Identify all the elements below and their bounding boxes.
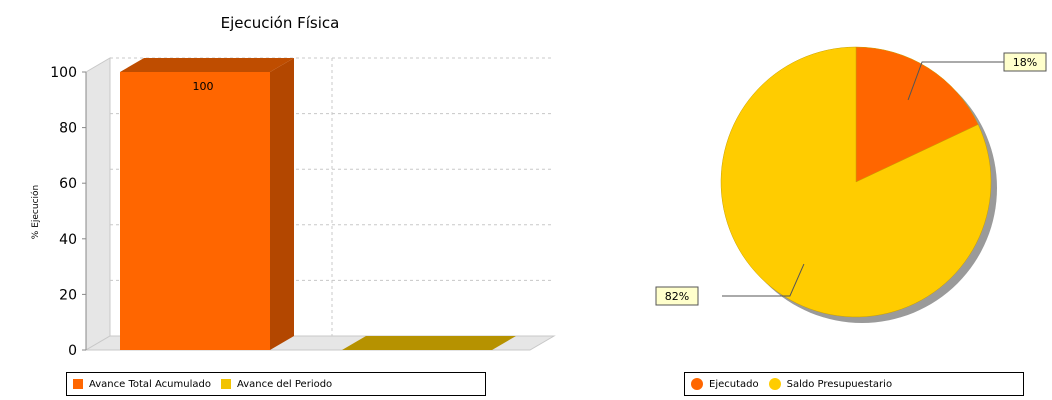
bar-legend: Avance Total Acumulado Avance del Period… <box>66 372 486 396</box>
y-tick-label: 40 <box>59 232 77 248</box>
pie-label-box <box>655 286 699 306</box>
legend-item-avance-total: Avance Total Acumulado <box>73 379 211 390</box>
legend-swatch <box>768 378 781 390</box>
pie-label-leader <box>722 263 805 297</box>
y-tick-label: 20 <box>59 287 77 303</box>
legend-swatch <box>220 379 231 389</box>
y-axis-label: % Ejecución <box>30 185 41 239</box>
left-wall <box>85 57 111 351</box>
legend-item-avance-periodo: Avance del Periodo <box>220 378 333 390</box>
y-tick-label: 100 <box>50 65 77 81</box>
pie-chart: 18% 82% <box>655 46 1047 323</box>
legend-label: Ejecutado <box>709 378 759 390</box>
pie-slice-ejecutado <box>855 46 979 183</box>
y-tick-label: 80 <box>59 121 77 137</box>
bar-side <box>270 58 294 350</box>
bar-avance-del-periodo <box>342 336 516 350</box>
legend-label: Saldo Presupuestario <box>786 378 893 390</box>
legend-label: Avance Total Acumulado <box>89 378 211 390</box>
legend-swatch <box>73 379 83 389</box>
bar-avance-total-acumulado: 100 <box>120 58 294 350</box>
bar-front <box>120 72 270 350</box>
legend-item-saldo: Saldo Presupuestario <box>768 378 893 390</box>
legend-item-ejecutado: Ejecutado <box>691 378 759 390</box>
y-tick-label: 60 <box>59 176 77 192</box>
y-tick-label: 0 <box>68 343 77 359</box>
legend-swatch <box>691 378 703 390</box>
pie-labels: 18% 82% <box>655 52 1047 306</box>
bar-top <box>342 336 516 350</box>
bar-chart: Ejecución Física % Ejecución 0 20 40 60 80 10… <box>30 14 556 359</box>
bar-series: 100 <box>120 58 516 350</box>
pie-label-box <box>1003 52 1047 72</box>
chart-title: Ejecución Física <box>221 14 340 32</box>
legend-label: Avance del Periodo <box>236 378 333 390</box>
pie-slices <box>720 46 992 318</box>
bar-data-label: 100 <box>193 80 214 93</box>
pie-label-leader <box>907 61 1004 101</box>
bar-top <box>120 58 294 72</box>
pie-data-label: 82% <box>665 290 689 303</box>
pie-legend: Ejecutado Saldo Presupuestario <box>684 372 1024 396</box>
pie-data-label: 18% <box>1013 56 1037 69</box>
y-axis-ticks: 0 20 40 60 80 100 <box>50 65 87 359</box>
